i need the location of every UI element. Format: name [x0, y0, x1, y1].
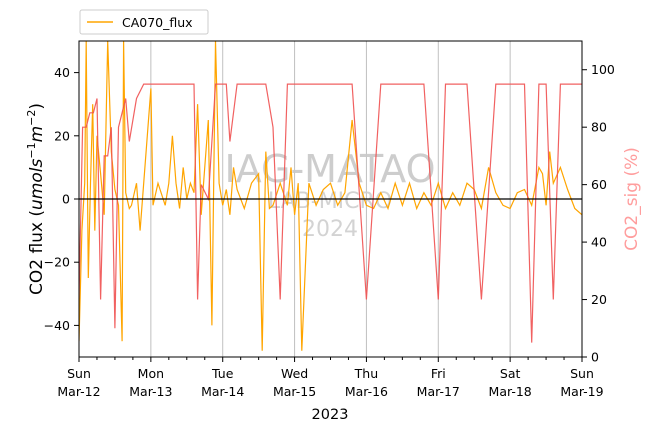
x-tick-label-day: Fri: [431, 366, 446, 381]
left-tick-label: −20: [44, 255, 70, 270]
x-tick-label-day: Wed: [281, 366, 308, 381]
left-tick-label: 0: [62, 192, 70, 207]
x-tick-label-day: Sun: [67, 366, 91, 381]
watermark: IAG-MATAO LAB-MICRO 2024: [224, 147, 435, 242]
x-tick-label-day: Sun: [570, 366, 594, 381]
x-axis: Sun Mar-12 Mon Mar-13 Tue Mar-14 Wed Mar-15 Thu M…: [57, 357, 604, 399]
x-tick-label-day: Sat: [500, 366, 521, 381]
right-axis-title: CO2_sig (%): [622, 147, 642, 251]
x-axis-title: 2023: [312, 407, 349, 423]
x-tick-label-date: Mar-19: [560, 384, 603, 399]
x-tick-label-date: Mar-15: [273, 384, 316, 399]
legend-box: [79, 9, 209, 35]
x-tick-label-date: Mar-14: [201, 384, 244, 399]
left-tick-label: −40: [44, 318, 70, 333]
x-tick-label-date: Mar-17: [417, 384, 460, 399]
legend-label: CA070_flux: [122, 15, 193, 30]
series-line-co2-sig: [79, 83, 582, 343]
right-tick-label: 40: [591, 235, 607, 250]
x-tick-label-date: Mar-13: [129, 384, 172, 399]
left-tick-label: 40: [54, 65, 70, 80]
right-tick-label: 100: [591, 62, 615, 77]
x-tick-label-day: Mon: [138, 366, 164, 381]
watermark-line3: 2024: [302, 217, 358, 242]
right-tick-label: 0: [591, 350, 599, 365]
right-tick-label: 80: [591, 120, 607, 135]
x-tick-label-date: Mar-16: [345, 384, 388, 399]
right-tick-label: 20: [591, 292, 607, 307]
x-tick-label-day: Tue: [211, 366, 234, 381]
x-tick-label-date: Mar-12: [57, 384, 100, 399]
right-tick-label: 60: [591, 177, 607, 192]
legend: CA070_flux: [79, 9, 209, 35]
left-tick-label: 20: [54, 128, 70, 143]
x-tick-label-day: Thu: [354, 366, 378, 381]
right-axis: 0 20 40 60 80 100: [582, 62, 615, 365]
x-tick-label-date: Mar-18: [489, 384, 532, 399]
left-axis-title: CO2 flux (umols−1m−2): [25, 103, 47, 295]
left-axis: −40 −20 0 20 40: [44, 65, 79, 333]
